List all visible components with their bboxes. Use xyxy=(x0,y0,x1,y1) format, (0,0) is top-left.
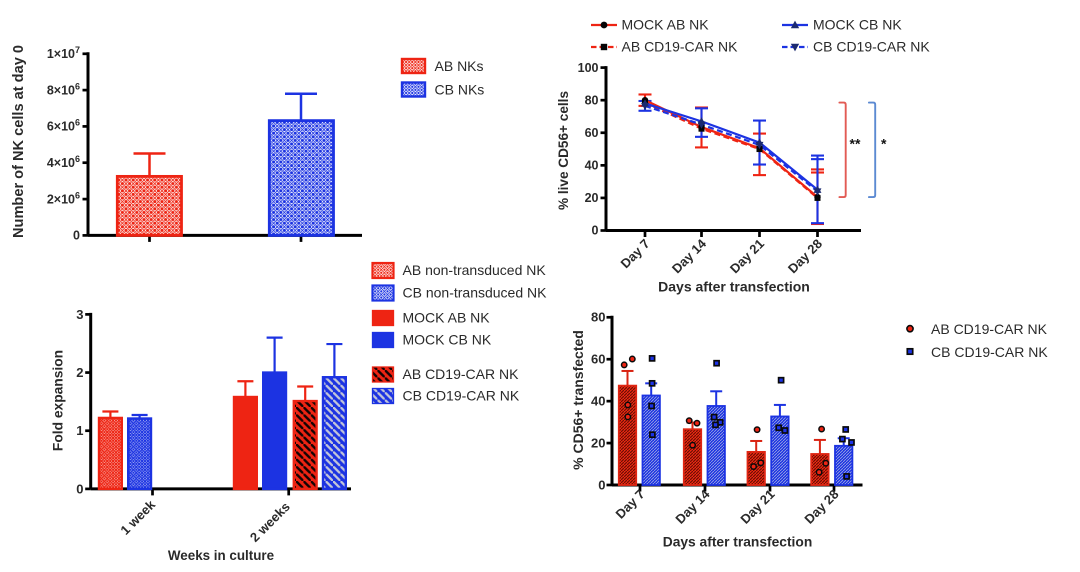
svg-text:0: 0 xyxy=(598,477,605,492)
svg-text:0: 0 xyxy=(73,229,80,243)
svg-text:Weeks in culture: Weeks in culture xyxy=(168,548,274,563)
svg-text:4×106: 4×106 xyxy=(47,154,80,170)
svg-text:AB CD19-CAR NK: AB CD19-CAR NK xyxy=(622,39,739,55)
svg-text:AB non-transduced NK: AB non-transduced NK xyxy=(403,262,547,278)
svg-text:20: 20 xyxy=(585,191,599,205)
svg-text:80: 80 xyxy=(591,310,605,325)
svg-text:60: 60 xyxy=(591,352,605,367)
svg-text:MOCK CB NK: MOCK CB NK xyxy=(403,332,492,348)
svg-text:MOCK CB NK: MOCK CB NK xyxy=(813,17,902,33)
svg-text:0: 0 xyxy=(76,481,83,496)
svg-text:2: 2 xyxy=(76,365,83,380)
svg-text:CB non-transduced NK: CB non-transduced NK xyxy=(403,285,548,301)
svg-text:MOCK AB NK: MOCK AB NK xyxy=(403,310,491,326)
svg-text:Days after transfection: Days after transfection xyxy=(658,279,810,295)
svg-text:8×106: 8×106 xyxy=(47,81,80,97)
svg-text:6×106: 6×106 xyxy=(47,118,80,134)
svg-text:20: 20 xyxy=(591,435,605,450)
svg-text:2×106: 2×106 xyxy=(47,190,80,206)
svg-text:Days after transfection: Days after transfection xyxy=(663,535,813,550)
svg-text:Number of NK cells at day 0: Number of NK cells at day 0 xyxy=(11,45,27,238)
svg-text:MOCK AB NK: MOCK AB NK xyxy=(622,17,710,33)
svg-text:40: 40 xyxy=(585,159,599,173)
svg-text:CB NKs: CB NKs xyxy=(435,81,485,97)
svg-text:% CD56+ transfected: % CD56+ transfected xyxy=(570,330,586,470)
svg-text:80: 80 xyxy=(585,93,599,107)
svg-text:AB NKs: AB NKs xyxy=(435,58,484,74)
svg-text:100: 100 xyxy=(578,61,599,75)
svg-text:0: 0 xyxy=(592,224,599,238)
svg-text:1×107: 1×107 xyxy=(47,45,80,61)
svg-text:CB CD19-CAR NK: CB CD19-CAR NK xyxy=(931,344,1048,360)
svg-text:60: 60 xyxy=(585,126,599,140)
svg-text:CB CD19-CAR NK: CB CD19-CAR NK xyxy=(403,388,520,404)
svg-text:1: 1 xyxy=(76,423,83,438)
svg-text:*: * xyxy=(881,136,887,152)
svg-text:AB CD19-CAR NK: AB CD19-CAR NK xyxy=(403,366,520,382)
svg-text:**: ** xyxy=(850,136,861,152)
svg-text:AB CD19-CAR NK: AB CD19-CAR NK xyxy=(931,321,1048,337)
svg-text:CB CD19-CAR NK: CB CD19-CAR NK xyxy=(813,39,930,55)
svg-text:40: 40 xyxy=(591,394,605,409)
svg-text:% live CD56+ cells: % live CD56+ cells xyxy=(556,91,571,210)
svg-text:3: 3 xyxy=(76,307,83,322)
svg-text:Fold expansion: Fold expansion xyxy=(51,350,66,451)
